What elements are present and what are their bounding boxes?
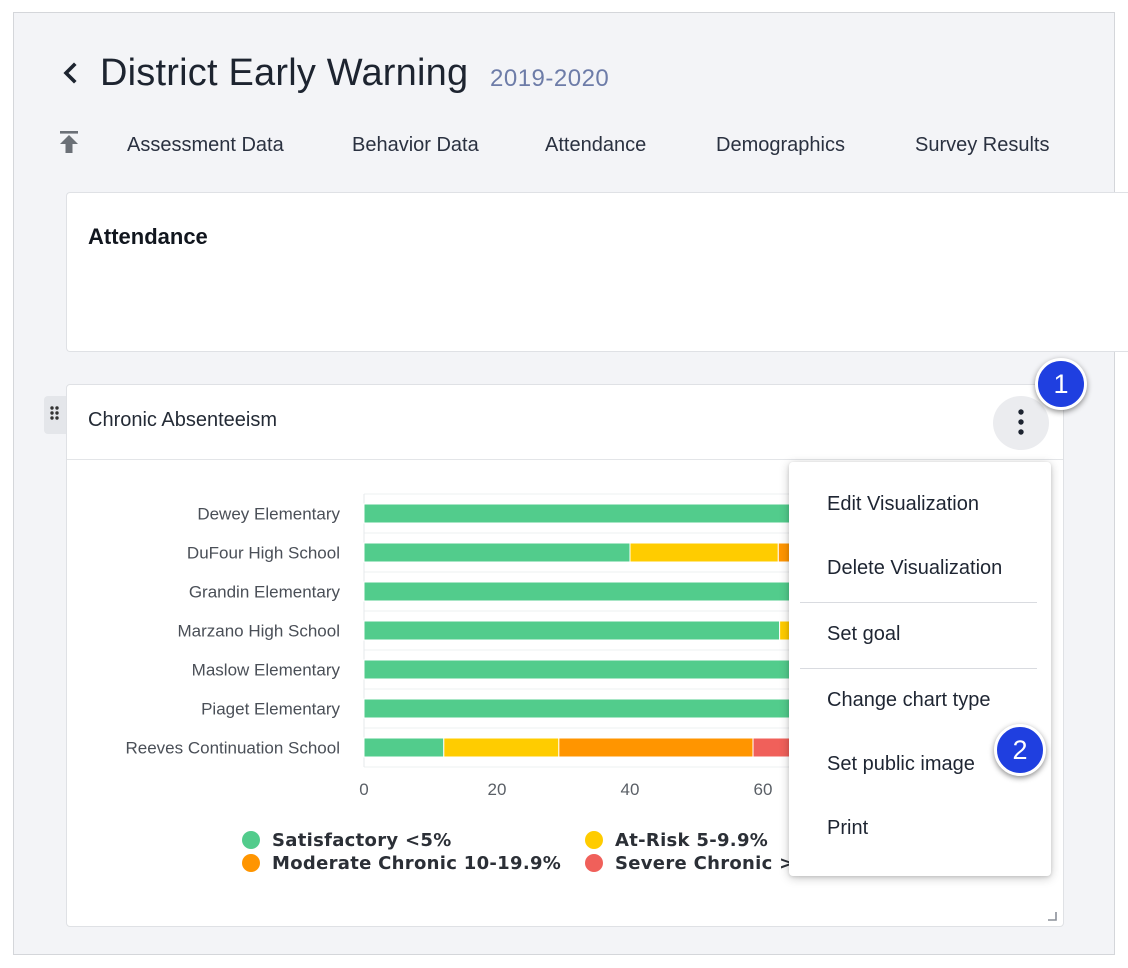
x-tick-label: 20 xyxy=(488,780,507,799)
tab-assessment-data[interactable]: Assessment Data xyxy=(127,134,284,156)
category-label: Maslow Elementary xyxy=(192,661,341,680)
drag-handle[interactable] xyxy=(44,396,66,434)
drag-dots-icon xyxy=(50,406,59,420)
category-label: Reeves Continuation School xyxy=(125,739,340,758)
bar-segment xyxy=(363,698,791,719)
chart-legend: Satisfactory <5% At-Risk 5-9.9% Moderate… xyxy=(242,830,810,880)
tab-survey-results[interactable]: Survey Results xyxy=(915,134,1050,156)
bar-segment xyxy=(443,737,560,758)
bar-segment xyxy=(752,737,791,758)
bar-segment xyxy=(363,503,791,524)
section-title: Attendance xyxy=(88,224,208,249)
menu-divider xyxy=(800,668,1037,669)
tab-behavior-data[interactable]: Behavior Data xyxy=(352,134,479,156)
bar-segment xyxy=(363,581,791,602)
attendance-section-card xyxy=(66,192,1128,352)
bar-segment xyxy=(363,659,791,680)
widget-title: Chronic Absenteeism xyxy=(88,409,277,431)
legend-swatch xyxy=(585,854,603,872)
bar-segment xyxy=(363,620,781,641)
legend-label-moderate-chronic[interactable]: Moderate Chronic 10-19.9% xyxy=(272,853,562,874)
menu-item-print[interactable]: Print xyxy=(827,817,869,839)
step-callout-1: 1 xyxy=(1035,358,1087,410)
widget-header-divider xyxy=(67,459,1063,460)
menu-item-set-goal[interactable]: Set goal xyxy=(827,623,901,645)
more-options-button[interactable] xyxy=(993,396,1049,450)
visualization-context-menu: Edit Visualization Delete Visualization … xyxy=(789,462,1051,876)
bar-segment xyxy=(777,542,791,563)
menu-divider xyxy=(800,602,1037,603)
tab-attendance[interactable]: Attendance xyxy=(545,134,647,156)
legend-label-severe-chronic[interactable]: Severe Chronic >= xyxy=(615,853,810,874)
legend-label-satisfactory[interactable]: Satisfactory <5% xyxy=(272,830,452,851)
bar-segment xyxy=(629,542,779,563)
category-label: Dewey Elementary xyxy=(197,505,340,524)
bar-segment xyxy=(363,737,445,758)
menu-item-edit-visualization[interactable]: Edit Visualization xyxy=(827,493,979,515)
menu-item-set-public-image[interactable]: Set public image xyxy=(827,753,975,775)
x-tick-label: 0 xyxy=(359,780,368,799)
stacked-bar-chart: Dewey Elementary DuFour High School Grandi… xyxy=(125,493,791,799)
category-label: Grandin Elementary xyxy=(189,583,341,602)
scroll-to-top-icon[interactable] xyxy=(56,129,82,155)
bar-segment xyxy=(363,542,631,563)
menu-item-delete-visualization[interactable]: Delete Visualization xyxy=(827,557,1003,579)
menu-item-change-chart-type[interactable]: Change chart type xyxy=(827,689,991,711)
legend-label-at-risk[interactable]: At-Risk 5-9.9% xyxy=(615,830,769,851)
legend-swatch xyxy=(242,831,260,849)
kebab-menu-icon xyxy=(1018,409,1024,435)
category-label: Piaget Elementary xyxy=(201,700,340,719)
resize-handle-icon[interactable] xyxy=(1046,910,1058,922)
bar-segment xyxy=(558,737,754,758)
category-label: Marzano High School xyxy=(177,622,340,641)
step-callout-2: 2 xyxy=(994,724,1046,776)
legend-swatch xyxy=(242,854,260,872)
page-title: District Early Warning xyxy=(100,52,469,94)
category-label: DuFour High School xyxy=(187,544,340,563)
x-tick-label: 40 xyxy=(621,780,640,799)
back-chevron-icon[interactable] xyxy=(58,58,82,88)
school-year: 2019-2020 xyxy=(490,65,610,92)
tab-demographics[interactable]: Demographics xyxy=(716,134,845,156)
legend-swatch xyxy=(585,831,603,849)
x-tick-label: 60 xyxy=(754,780,773,799)
